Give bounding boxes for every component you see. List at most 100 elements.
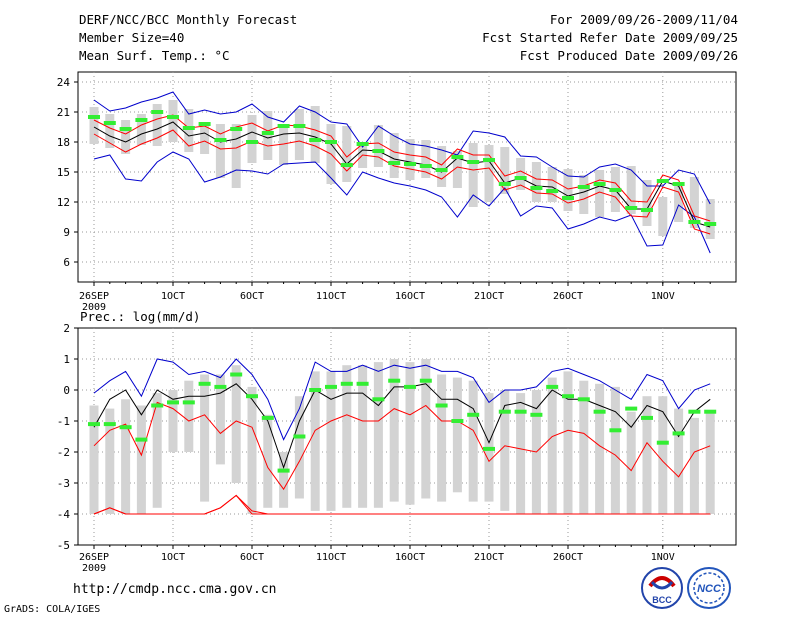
prec-observed-marker (151, 403, 164, 408)
temp-observed-marker (246, 140, 258, 144)
temp-observed-marker (672, 182, 685, 186)
temp-spread-box (294, 109, 304, 160)
temp-observed-marker (293, 124, 306, 128)
prec-spread-box (373, 362, 383, 508)
prec-observed-marker (277, 468, 290, 473)
prec-observed-marker (435, 403, 448, 408)
temp-observed-marker (577, 185, 590, 189)
prec-spread-box (358, 365, 368, 508)
temp-ytick-label: 18 (57, 136, 70, 149)
temp-observed-marker (230, 127, 243, 131)
prec-observed-marker (309, 388, 322, 392)
temp-observed-marker (103, 121, 116, 125)
prec-observed-marker (103, 422, 116, 427)
temp-observed-marker (451, 155, 464, 159)
prec-observed-marker (656, 440, 669, 445)
temp-ytick-label: 9 (63, 226, 70, 239)
footer-url[interactable]: http://cmdp.ncc.cma.gov.cn (73, 582, 277, 597)
prec-observed-marker (404, 384, 416, 389)
temp-spread-box (279, 126, 289, 165)
prec-spread-box (437, 374, 447, 502)
temp-spread-box (563, 169, 573, 211)
prec-spread-box (200, 374, 210, 502)
prec-line-median (93, 383, 711, 470)
prec-spread-box (658, 396, 668, 514)
prec-xtick-label: 1NOV (651, 552, 675, 563)
prec-spread-box (563, 371, 573, 514)
temp-observed-marker (119, 127, 132, 131)
temp-spread-box (168, 100, 178, 142)
prec-ytick-label: 0 (63, 384, 70, 397)
temp-spread-box (531, 162, 541, 202)
temp-line-min (93, 151, 711, 254)
temp-line-lower_red (93, 129, 711, 235)
temp-spread-box (626, 166, 636, 214)
prec-ytick-label: -2 (57, 446, 70, 459)
temp-spread-box (500, 147, 510, 194)
prec-spread-box (121, 399, 131, 514)
temp-observed-marker (372, 149, 385, 153)
temp-xtick-label: 21OCT (474, 291, 504, 302)
prec-spread-box (168, 390, 178, 452)
forecast-produced-label: Fcst Produced Date 2009/09/26 (519, 48, 738, 63)
temp-spread-box (310, 106, 320, 163)
temp-xtick-label: 1OCT (161, 291, 185, 302)
prec-spread-box (89, 405, 99, 514)
temp-observed-marker (625, 206, 638, 210)
prec-observed-marker (546, 384, 559, 389)
temp-spread-box (231, 124, 241, 188)
temp-spread-box (184, 109, 194, 152)
temp-xtick-label: 26SEP (79, 291, 109, 302)
temp-observed-marker (467, 160, 480, 164)
temp-spread-box (595, 170, 605, 217)
temp-observed-marker (435, 168, 448, 172)
prec-observed-marker (340, 381, 353, 386)
temp-ytick-label: 24 (57, 76, 71, 89)
prec-observed-marker (483, 446, 495, 451)
prec-spread-box (263, 414, 273, 508)
temp-xtick-label: 6OCT (240, 291, 264, 302)
temp-line-max (93, 91, 711, 205)
prec-observed-marker (562, 394, 574, 399)
prec-observed-marker (246, 394, 258, 399)
temp-observed-marker (546, 189, 559, 193)
prec-observed-marker (230, 372, 243, 377)
prec-observed-marker (498, 409, 511, 414)
prec-observed-marker (530, 412, 543, 417)
prec-observed-marker (88, 422, 100, 427)
temp-ytick-label: 15 (57, 166, 70, 179)
prec-spread-box (468, 380, 478, 502)
temp-observed-marker (704, 222, 717, 226)
temp-spread-box (200, 125, 210, 154)
temp-observed-marker (483, 158, 495, 162)
temp-observed-marker (167, 115, 179, 119)
temp-spread-box (452, 151, 462, 188)
prec-observed-marker (135, 437, 148, 442)
prec-spread-box (626, 411, 636, 514)
prec-ytick-label: -1 (57, 415, 70, 428)
prec-observed-marker (641, 415, 653, 420)
temp-xtick-label: 1NOV (651, 291, 675, 302)
temp-spread-box (642, 180, 652, 226)
prec-observed-marker (388, 378, 401, 383)
temp-spread-box (342, 126, 352, 182)
prec-observed-marker (672, 431, 685, 436)
prec-spread-box (247, 386, 257, 514)
bcc-logo: BCC (641, 567, 683, 609)
prec-xtick-label: 26SEP (79, 552, 109, 563)
prec-spread-box (674, 408, 684, 514)
temp-observed-marker (514, 176, 527, 180)
temp-spread-box (389, 133, 399, 178)
temp-spread-box (358, 144, 368, 168)
temp-spread-box (152, 104, 162, 146)
prec-xtick-label: 16OCT (395, 552, 425, 563)
temp-line-upper_red (93, 114, 711, 222)
prec-ytick-label: -5 (57, 539, 70, 552)
temp-spread-box (689, 177, 699, 228)
temp-xtick-year: 2009 (82, 302, 106, 313)
temp-observed-marker (261, 131, 274, 135)
prec-spread-box (610, 386, 620, 514)
prec-spread-box (310, 371, 320, 511)
forecast-period-label: For 2009/09/26-2009/11/04 (549, 12, 738, 27)
